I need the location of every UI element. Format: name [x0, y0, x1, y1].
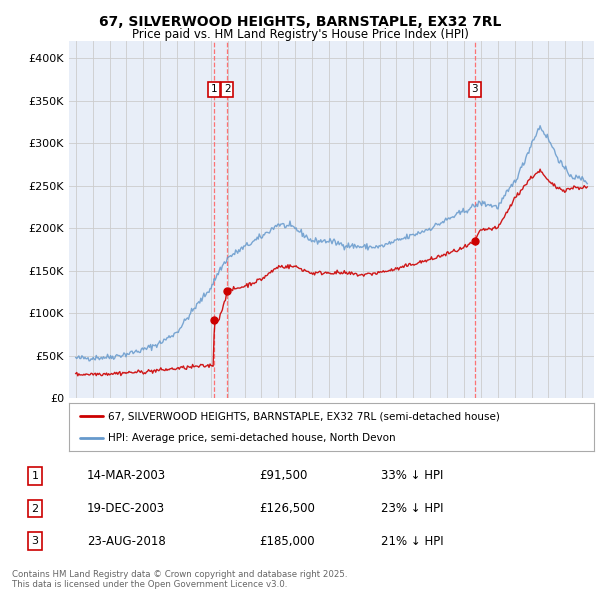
Text: 1: 1 [32, 471, 38, 481]
Text: 19-DEC-2003: 19-DEC-2003 [87, 502, 165, 515]
Text: HPI: Average price, semi-detached house, North Devon: HPI: Average price, semi-detached house,… [109, 433, 396, 443]
Text: 33% ↓ HPI: 33% ↓ HPI [380, 470, 443, 483]
Text: £91,500: £91,500 [260, 470, 308, 483]
Text: 23% ↓ HPI: 23% ↓ HPI [380, 502, 443, 515]
Text: 21% ↓ HPI: 21% ↓ HPI [380, 535, 443, 548]
Text: 1: 1 [211, 84, 217, 94]
Text: 14-MAR-2003: 14-MAR-2003 [87, 470, 166, 483]
Text: 2: 2 [224, 84, 230, 94]
Text: Price paid vs. HM Land Registry's House Price Index (HPI): Price paid vs. HM Land Registry's House … [131, 28, 469, 41]
Text: £126,500: £126,500 [260, 502, 316, 515]
Text: 3: 3 [32, 536, 38, 546]
Text: 2: 2 [31, 503, 38, 513]
Text: 67, SILVERWOOD HEIGHTS, BARNSTAPLE, EX32 7RL: 67, SILVERWOOD HEIGHTS, BARNSTAPLE, EX32… [99, 15, 501, 29]
Text: 67, SILVERWOOD HEIGHTS, BARNSTAPLE, EX32 7RL (semi-detached house): 67, SILVERWOOD HEIGHTS, BARNSTAPLE, EX32… [109, 411, 500, 421]
Text: £185,000: £185,000 [260, 535, 316, 548]
Text: 23-AUG-2018: 23-AUG-2018 [87, 535, 166, 548]
Text: 3: 3 [472, 84, 478, 94]
Text: Contains HM Land Registry data © Crown copyright and database right 2025.
This d: Contains HM Land Registry data © Crown c… [12, 570, 347, 589]
